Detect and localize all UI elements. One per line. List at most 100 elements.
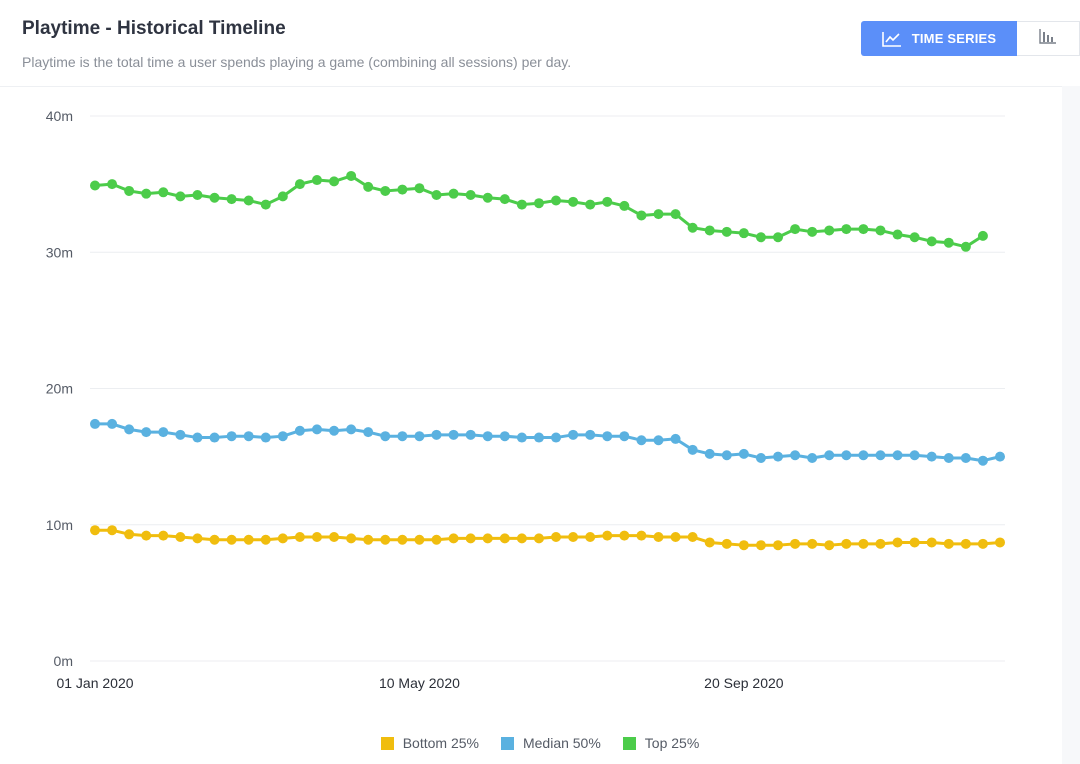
- data-point[interactable]: [960, 241, 971, 252]
- data-point[interactable]: [926, 236, 937, 247]
- data-point[interactable]: [943, 452, 954, 463]
- data-point[interactable]: [841, 224, 852, 235]
- data-point[interactable]: [141, 427, 152, 438]
- data-point[interactable]: [482, 192, 493, 203]
- data-point[interactable]: [414, 431, 425, 442]
- data-point[interactable]: [482, 533, 493, 544]
- data-point[interactable]: [636, 210, 647, 221]
- data-point[interactable]: [824, 225, 835, 236]
- data-point[interactable]: [277, 191, 288, 202]
- data-point[interactable]: [858, 224, 869, 235]
- data-point[interactable]: [465, 533, 476, 544]
- data-point[interactable]: [790, 224, 801, 235]
- data-point[interactable]: [209, 432, 220, 443]
- data-point[interactable]: [653, 435, 664, 446]
- data-point[interactable]: [909, 537, 920, 548]
- data-point[interactable]: [516, 533, 527, 544]
- data-point[interactable]: [158, 427, 169, 438]
- data-point[interactable]: [329, 532, 340, 543]
- data-point[interactable]: [141, 530, 152, 541]
- data-point[interactable]: [926, 451, 937, 462]
- data-point[interactable]: [107, 418, 118, 429]
- data-point[interactable]: [755, 452, 766, 463]
- data-point[interactable]: [568, 196, 579, 207]
- data-point[interactable]: [124, 529, 135, 540]
- data-point[interactable]: [277, 533, 288, 544]
- data-point[interactable]: [175, 429, 186, 440]
- data-point[interactable]: [465, 190, 476, 201]
- data-point[interactable]: [807, 452, 818, 463]
- data-point[interactable]: [363, 534, 374, 545]
- data-point[interactable]: [260, 199, 271, 210]
- data-point[interactable]: [636, 530, 647, 541]
- data-point[interactable]: [363, 427, 374, 438]
- data-point[interactable]: [943, 538, 954, 549]
- data-point[interactable]: [397, 184, 408, 195]
- data-point[interactable]: [824, 540, 835, 551]
- data-point[interactable]: [551, 432, 562, 443]
- data-point[interactable]: [892, 537, 903, 548]
- data-point[interactable]: [875, 450, 886, 461]
- data-point[interactable]: [175, 532, 186, 543]
- data-point[interactable]: [414, 534, 425, 545]
- data-point[interactable]: [653, 532, 664, 543]
- data-point[interactable]: [226, 534, 237, 545]
- data-point[interactable]: [977, 455, 988, 466]
- data-point[interactable]: [875, 538, 886, 549]
- data-point[interactable]: [841, 450, 852, 461]
- data-point[interactable]: [687, 444, 698, 455]
- data-point[interactable]: [226, 194, 237, 205]
- data-point[interactable]: [995, 537, 1005, 548]
- data-point[interactable]: [311, 424, 322, 435]
- data-point[interactable]: [841, 538, 852, 549]
- data-point[interactable]: [602, 431, 613, 442]
- data-point[interactable]: [790, 450, 801, 461]
- data-point[interactable]: [516, 199, 527, 210]
- data-point[interactable]: [414, 183, 425, 194]
- data-point[interactable]: [346, 170, 357, 181]
- data-point[interactable]: [670, 532, 681, 543]
- data-point[interactable]: [943, 237, 954, 248]
- data-point[interactable]: [380, 185, 391, 196]
- data-point[interactable]: [909, 450, 920, 461]
- data-point[interactable]: [738, 540, 749, 551]
- legend-item[interactable]: Bottom 25%: [380, 735, 479, 751]
- data-point[interactable]: [704, 225, 715, 236]
- data-point[interactable]: [926, 537, 937, 548]
- data-point[interactable]: [90, 418, 100, 429]
- data-point[interactable]: [192, 432, 203, 443]
- data-point[interactable]: [892, 450, 903, 461]
- data-point[interactable]: [533, 533, 544, 544]
- data-point[interactable]: [636, 435, 647, 446]
- data-point[interactable]: [602, 530, 613, 541]
- data-point[interactable]: [909, 232, 920, 243]
- data-point[interactable]: [551, 532, 562, 543]
- data-point[interactable]: [499, 194, 510, 205]
- data-point[interactable]: [585, 532, 596, 543]
- legend-item[interactable]: Top 25%: [622, 735, 699, 751]
- data-point[interactable]: [243, 534, 254, 545]
- data-point[interactable]: [670, 433, 681, 444]
- data-point[interactable]: [260, 534, 271, 545]
- data-point[interactable]: [277, 431, 288, 442]
- data-point[interactable]: [107, 179, 118, 190]
- data-point[interactable]: [773, 451, 784, 462]
- data-point[interactable]: [448, 429, 459, 440]
- data-point[interactable]: [995, 451, 1005, 462]
- data-point[interactable]: [397, 431, 408, 442]
- data-point[interactable]: [226, 431, 237, 442]
- data-point[interactable]: [977, 230, 988, 241]
- data-point[interactable]: [380, 431, 391, 442]
- data-point[interactable]: [704, 448, 715, 459]
- data-point[interactable]: [329, 176, 340, 187]
- data-point[interactable]: [124, 185, 135, 196]
- data-point[interactable]: [858, 450, 869, 461]
- time-series-button[interactable]: TIME SERIES: [861, 21, 1017, 56]
- data-point[interactable]: [807, 226, 818, 237]
- data-point[interactable]: [875, 225, 886, 236]
- data-point[interactable]: [243, 431, 254, 442]
- data-point[interactable]: [448, 533, 459, 544]
- data-point[interactable]: [294, 532, 305, 543]
- legend-item[interactable]: Median 50%: [500, 735, 601, 751]
- data-point[interactable]: [585, 429, 596, 440]
